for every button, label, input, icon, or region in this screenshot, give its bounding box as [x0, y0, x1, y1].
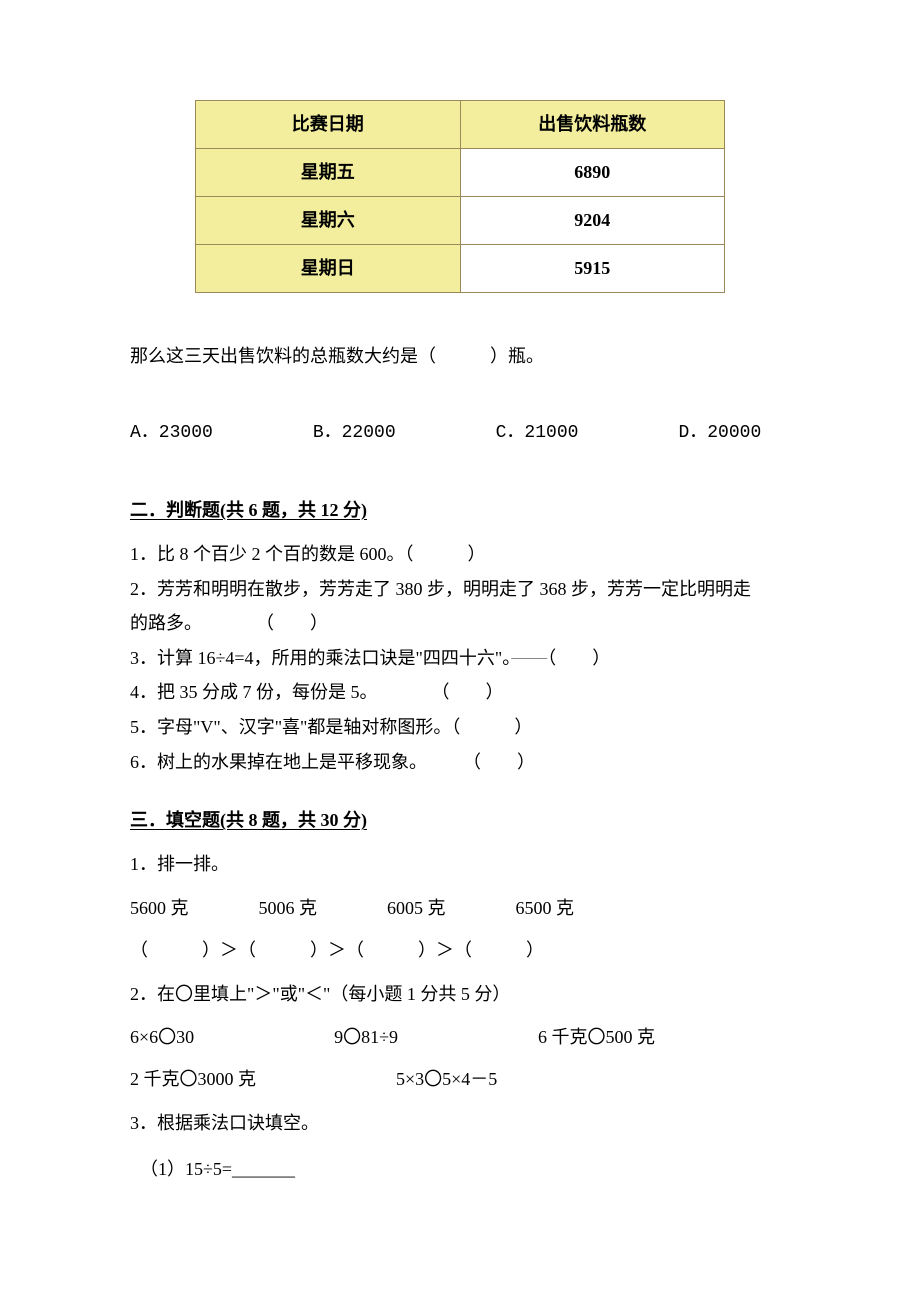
options-row: A．23000 B．22000 C．21000 D．20000 [130, 420, 790, 447]
s2-q2b: 的路多。 （ ） [130, 608, 790, 639]
date-cell: 星期六 [196, 197, 461, 245]
s2-q3-pre: 3．计算 16÷4=4，所用的乘法口诀是"四四十六"。 [130, 648, 511, 668]
sales-table: 比赛日期 出售饮料瓶数 星期五 6890 星期六 9204 星期日 5915 [195, 100, 725, 293]
s2-q1: 1．比 8 个百少 2 个百的数是 600。（ ） [130, 539, 790, 570]
compare-item: 6×6〇30 [130, 1024, 194, 1051]
table-header-count: 出售饮料瓶数 [460, 101, 725, 149]
s2-q3: 3．计算 16÷4=4，所用的乘法口诀是"四四十六"。 （ ） [130, 643, 790, 674]
table-header-date: 比赛日期 [196, 101, 461, 149]
question-summary: 那么这三天出售饮料的总瓶数大约是（ ）瓶。 [130, 343, 790, 370]
value-cell: 9204 [460, 197, 725, 245]
sort-item: 5006 克 [259, 895, 318, 922]
table-row: 星期日 5915 [196, 245, 725, 293]
option-a: A．23000 [130, 420, 213, 447]
table-row: 星期五 6890 [196, 149, 725, 197]
sort-item: 6005 克 [387, 895, 446, 922]
option-d: D．20000 [678, 420, 761, 447]
s3-q2: 2．在〇里填上"＞"或"＜"（每小题 1 分共 5 分） [130, 979, 790, 1010]
compare-row-2: 2 千克〇3000 克 5×3〇5×4－5 [130, 1066, 790, 1093]
sort-items-row: 5600 克 5006 克 6005 克 6500 克 [130, 895, 790, 922]
value-cell: 6890 [460, 149, 725, 197]
value-cell: 5915 [460, 245, 725, 293]
section3-heading: 三．填空题(共 8 题，共 30 分) [130, 807, 790, 834]
s3-q3-1: （1）15÷5=_______ [140, 1154, 790, 1185]
compare-item: 6 千克〇500 克 [538, 1024, 655, 1051]
s2-q4: 4．把 35 分成 7 份，每份是 5。 （ ） [130, 677, 790, 708]
table-row: 星期六 9204 [196, 197, 725, 245]
sort-item: 5600 克 [130, 895, 189, 922]
s3-q1: 1．排一排。 [130, 849, 790, 880]
s2-q6: 6．树上的水果掉在地上是平移现象。 （ ） [130, 747, 790, 778]
compare-item: 9〇81÷9 [334, 1024, 398, 1051]
sort-blanks: （ ）＞（ ）＞（ ）＞（ ） [130, 937, 790, 964]
s2-q3-post: （ ） [547, 648, 610, 668]
compare-item: 5×3〇5×4－5 [396, 1066, 497, 1093]
compare-row-1: 6×6〇30 9〇81÷9 6 千克〇500 克 [130, 1024, 790, 1051]
s3-q3: 3．根据乘法口诀填空。 [130, 1108, 790, 1139]
s2-q2a: 2．芳芳和明明在散步，芳芳走了 380 步，明明走了 368 步，芳芳一定比明明… [130, 574, 790, 605]
s2-q5: 5．字母"V"、汉字"喜"都是轴对称图形。（ ） [130, 712, 790, 743]
s2-q3-strike [511, 648, 547, 668]
option-c: C．21000 [496, 420, 579, 447]
option-b: B．22000 [313, 420, 396, 447]
date-cell: 星期日 [196, 245, 461, 293]
compare-item: 2 千克〇3000 克 [130, 1066, 256, 1093]
sort-item: 6500 克 [516, 895, 575, 922]
date-cell: 星期五 [196, 149, 461, 197]
section2-heading: 二．判断题(共 6 题，共 12 分) [130, 497, 790, 524]
